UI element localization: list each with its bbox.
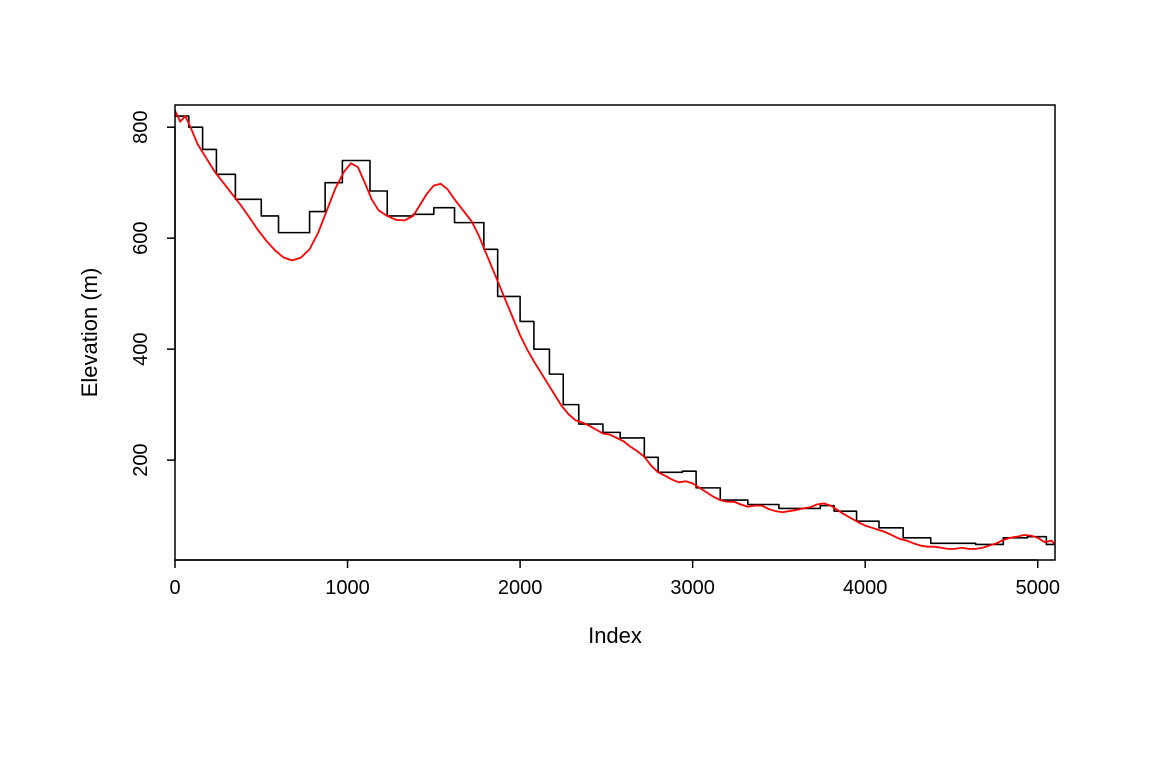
y-axis-label: Elevation (m) [77,268,102,398]
chart-svg: 0 1000 2000 3000 4000 5000 Index 200 400 600 800 El… [0,0,1152,768]
x-tick-label: 1000 [325,577,370,599]
x-tick-label: 5000 [1015,577,1060,599]
y-tick-label: 800 [130,111,152,144]
x-axis-label: Index [588,623,642,648]
y-tick-label: 400 [130,332,152,365]
y-tick-label: 200 [130,443,152,476]
x-tick-label: 4000 [843,577,888,599]
x-tick-label: 2000 [498,577,543,599]
x-tick-label: 3000 [670,577,715,599]
x-tick-label: 0 [169,577,180,599]
elevation-chart: 0 1000 2000 3000 4000 5000 Index 200 400 600 800 El… [0,0,1152,768]
y-tick-label: 600 [130,221,152,254]
